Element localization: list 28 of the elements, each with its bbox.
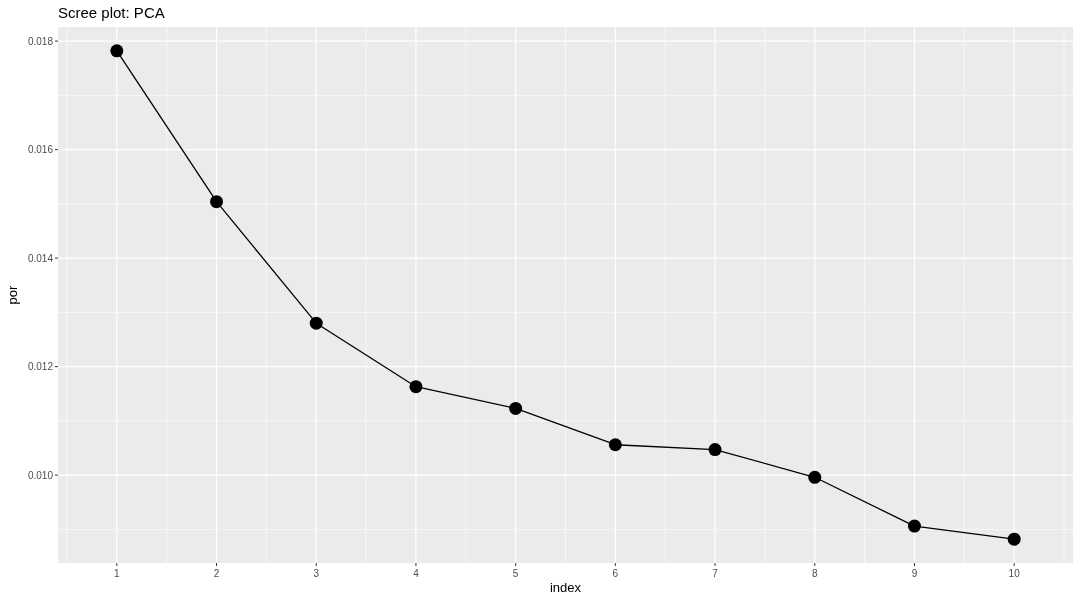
x-tick-label: 6	[612, 568, 619, 579]
point	[1007, 532, 1021, 546]
point	[509, 401, 523, 415]
x-tick-label: 10	[1008, 568, 1021, 579]
x-tick-label: 7	[712, 568, 719, 579]
point	[210, 195, 224, 209]
y-tick-label: 0.016	[27, 144, 54, 156]
x-tick-label: 4	[413, 568, 420, 579]
y-axis-title: por	[5, 284, 20, 305]
point	[309, 316, 323, 330]
chart-title: Scree plot: PCA	[58, 4, 165, 21]
x-tick-label: 3	[313, 568, 320, 579]
x-tick-label: 9	[911, 568, 918, 579]
x-tick-label: 8	[811, 568, 818, 579]
point	[907, 519, 921, 533]
y-tick-label: 0.012	[27, 361, 54, 373]
x-tick-label: 1	[114, 568, 121, 579]
y-tick-label: 0.010	[27, 469, 54, 481]
point	[110, 44, 124, 58]
point	[708, 443, 722, 457]
x-tick-label: 2	[213, 568, 220, 579]
point	[808, 470, 822, 484]
x-tick-label: 5	[512, 568, 519, 579]
x-axis-title: index	[549, 580, 582, 595]
point	[608, 438, 622, 452]
y-tick-label: 0.014	[27, 252, 54, 264]
point	[409, 380, 423, 394]
y-tick-label: 0.018	[27, 35, 54, 47]
